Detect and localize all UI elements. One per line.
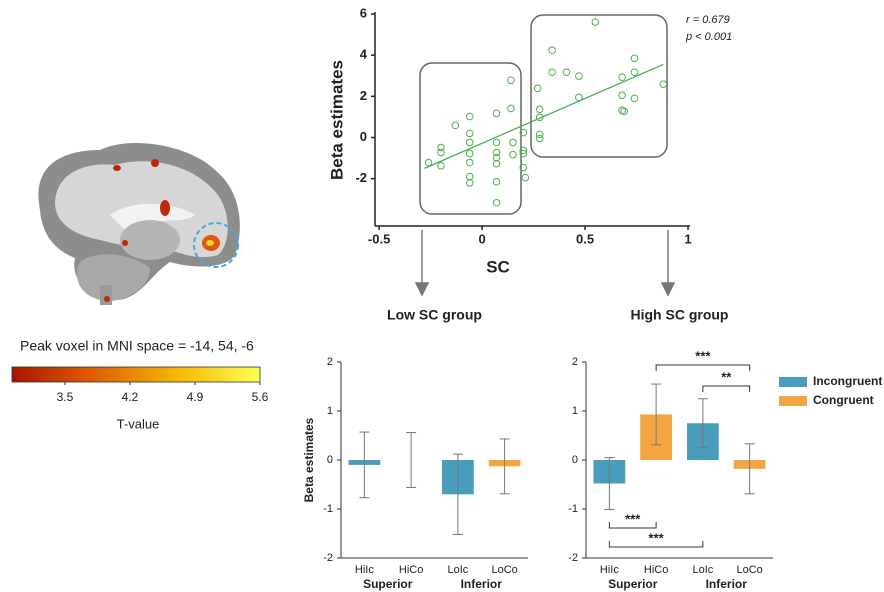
legend-swatch [779,396,807,406]
y-tick-label: 2 [360,88,367,103]
y-tick-label: -2 [355,170,367,185]
y-tick-label: -1 [568,503,578,515]
scatter-point [631,69,638,76]
group-label: Inferior [461,577,503,591]
x-tick-label: 1 [684,231,691,246]
significance-label: *** [625,511,641,526]
x-tick-label: 0 [478,231,485,246]
chart-title: Low SC group [387,307,482,323]
tick-label: 3.5 [57,390,74,404]
scatter-point [466,159,473,166]
scatter-point [466,173,473,180]
scatter-point [534,85,541,92]
group-label: Inferior [706,577,748,591]
tick-label: 5.6 [252,390,269,404]
scatter-point [619,92,626,99]
x-tick-label: LoCo [491,564,517,576]
y-axis-label: Beta estimates [327,60,346,180]
scatter-point [549,69,556,76]
y-tick-label: 6 [360,5,367,20]
significance-label: ** [721,369,732,384]
scatter-point [508,105,515,112]
x-tick-label: HiIc [355,564,374,576]
scatter-point [493,199,500,206]
scatter-point [631,55,638,62]
tick-label: 4.9 [187,390,204,404]
x-tick-label: LoIc [692,564,713,576]
scatter-point [438,149,445,156]
scatter-point [466,113,473,120]
x-tick-label: -0.5 [368,231,390,246]
significance-bracket [656,365,750,371]
scatter-point [452,122,459,129]
scatter-point [576,73,583,80]
scatter-point [592,19,599,26]
scatter-point [510,151,517,158]
scatter-point [466,130,473,137]
error-bar [359,432,369,498]
scatter-point [493,110,500,117]
scatter-point [522,174,529,181]
brain-image [38,143,239,305]
x-tick-label: HiCo [399,564,423,576]
y-tick-label: 4 [360,47,368,62]
x-tick-label: 0.5 [576,231,594,246]
significance-bracket [703,386,750,392]
chart-title: High SC group [631,307,729,323]
scatter-point [549,47,556,54]
group-label: Superior [608,577,658,591]
scatter-point [536,135,543,142]
y-tick-label: 1 [572,405,578,417]
colorbar-label: T-value [117,416,160,431]
arrows [416,230,674,295]
colorbar [12,367,260,382]
tick-label: 4.2 [122,390,139,404]
colorbar-title: Peak voxel in MNI space = -14, 54, -6 [20,338,254,354]
scatter-point [510,139,517,146]
scatter-point [493,139,500,146]
annotation: p < 0.001 [685,31,732,43]
figure: Peak voxel in MNI space = -14, 54, -6 3.5… [0,0,884,592]
y-tick-label: 1 [327,405,333,417]
x-tick-label: LoCo [736,564,762,576]
y-tick-label: 0 [327,454,333,466]
y-tick-label: 0 [360,129,367,144]
scatter-point [619,74,626,81]
x-axis-label: SC [486,257,510,276]
legend-swatch [779,377,807,387]
legend-label: Congruent [813,393,874,407]
scatter-point [563,69,570,76]
scatter-point [493,178,500,185]
x-tick-label: HiIc [600,564,619,576]
error-bar [406,433,416,488]
y-axis-label: Beta estimates [302,417,316,502]
scatter-point [631,95,638,102]
scatter-point [466,179,473,186]
group-boxes [420,15,667,214]
scatter-point [660,81,667,88]
scatter-point [621,108,628,115]
y-tick-label: -1 [323,503,333,515]
x-tick-label: LoIc [447,564,468,576]
scatter-point [536,106,543,113]
y-tick-label: -2 [323,552,333,564]
legend-label: Incongruent [813,374,882,388]
annotation: r = 0.679 [686,14,730,26]
y-tick-label: 0 [572,454,578,466]
scatter-point [508,77,515,84]
scatter-point [438,162,445,169]
y-tick-label: 2 [327,356,333,368]
scatter-point [466,139,473,146]
scatter-point [466,150,473,157]
y-tick-label: 2 [572,356,578,368]
group-label: Superior [363,577,413,591]
y-tick-label: -2 [568,552,578,564]
significance-label: *** [695,348,711,363]
significance-label: *** [649,530,665,545]
x-tick-label: HiCo [644,564,668,576]
fit-line [424,64,663,168]
